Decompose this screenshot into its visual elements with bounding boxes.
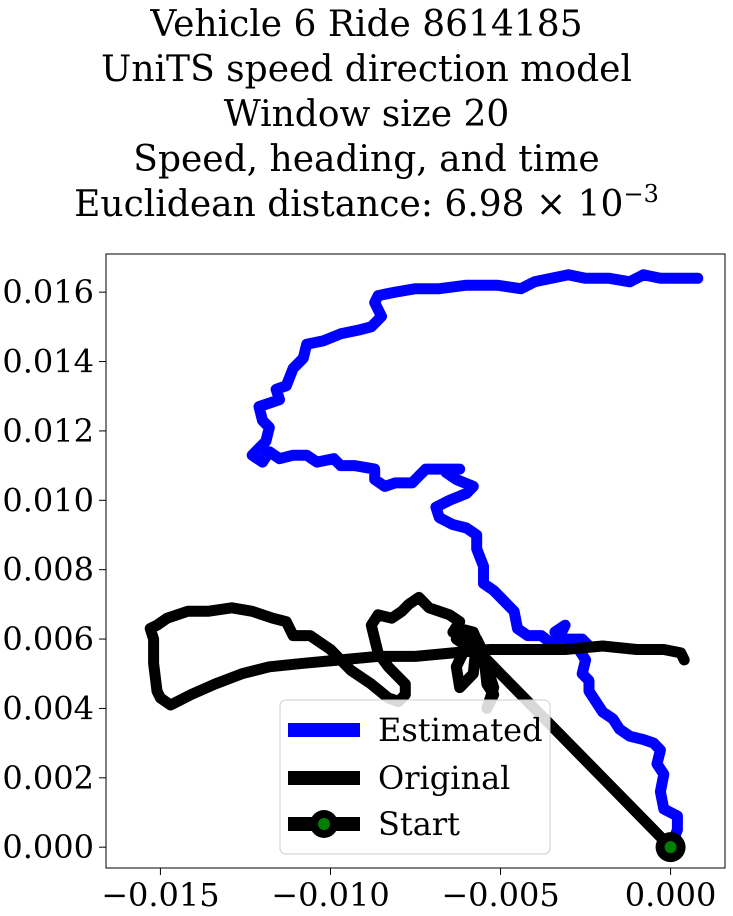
title-line-5: Euclidean distance: 6.98 × 10−3 (0, 182, 733, 227)
y-tick-label: 0.014 (2, 343, 94, 381)
chart-title: Vehicle 6 Ride 8614185 UniTS speed direc… (0, 2, 733, 227)
y-tick-label: 0.008 (2, 551, 94, 589)
legend-original-label: Original (378, 759, 510, 797)
legend-box (279, 699, 551, 855)
title-line-2: UniTS speed direction model (101, 49, 632, 90)
legend: Estimated Original Start (279, 699, 551, 855)
title-distance-prefix: Euclidean distance: 6.98 (74, 184, 525, 225)
plot-frame (105, 253, 726, 869)
title-line-3: Window size 20 (223, 94, 510, 135)
x-tick-label: 0.000 (625, 876, 717, 914)
y-tick-label: 0.000 (2, 828, 94, 866)
x-tick-label: −0.015 (101, 876, 219, 914)
legend-start-marker-inner (318, 818, 330, 830)
y-axis: 0.000 0.002 0.004 0.006 0.008 0.010 0.012 0.014… (2, 273, 106, 866)
x-tick-label: −0.005 (441, 876, 559, 914)
y-tick-label: 0.004 (2, 689, 94, 727)
legend-start-label: Start (378, 805, 460, 843)
start-marker-inner (664, 841, 677, 854)
series-original-line (144, 591, 690, 853)
title-distance-times: × (536, 184, 567, 225)
title-line-1: Vehicle 6 Ride 8614185 (150, 4, 583, 45)
x-axis: −0.015 −0.010 −0.005 0.000 (101, 868, 716, 914)
x-tick-label: −0.010 (271, 876, 389, 914)
y-tick-label: 0.002 (2, 759, 94, 797)
title-distance-exponent: −3 (623, 180, 659, 208)
legend-estimated-label: Estimated (378, 711, 543, 749)
title-distance-base: 10 (577, 184, 624, 225)
title-line-4: Speed, heading, and time (133, 139, 600, 180)
y-tick-label: 0.016 (2, 273, 94, 311)
series-estimated-line (246, 269, 704, 853)
y-tick-label: 0.012 (2, 412, 94, 450)
series-layer (144, 269, 704, 863)
y-tick-label: 0.006 (2, 620, 94, 658)
y-tick-label: 0.010 (2, 481, 94, 519)
